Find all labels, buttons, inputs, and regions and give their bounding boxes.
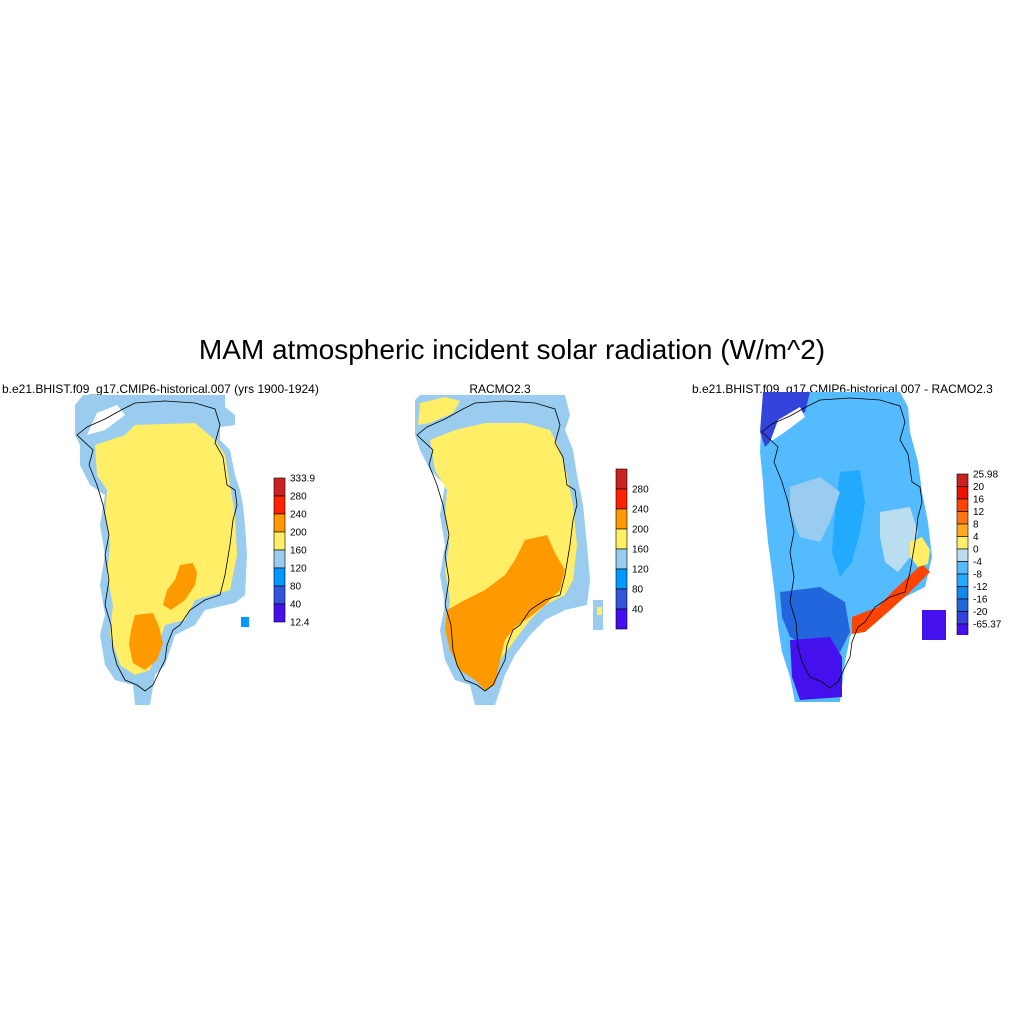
colorbar-swatch (273, 549, 286, 569)
coastline (416, 400, 578, 692)
colorbar-label: 80 (632, 585, 644, 596)
colorbar-label: 0 (973, 545, 979, 556)
colorbar-swatch (273, 531, 286, 551)
coastline (76, 400, 238, 692)
colorbar-label: 160 (632, 545, 649, 556)
colorbar-label: 280 (632, 485, 649, 496)
colorbar-swatch (956, 611, 969, 625)
colorbar-label: 120 (632, 565, 649, 576)
colorbar-label: 8 (973, 520, 979, 531)
colorbar-label: 80 (290, 582, 302, 593)
colorbar-swatch (615, 468, 628, 490)
panel-1-map (75, 395, 249, 705)
colorbar-label: 40 (290, 600, 302, 611)
panel-2-title: RACMO2.3 (469, 382, 531, 396)
colorbar-label: 16 (973, 495, 985, 506)
colorbar-swatch (615, 608, 628, 630)
colorbar-swatch (956, 536, 969, 550)
greenland-fill (75, 395, 249, 705)
colorbar-label: -8 (973, 570, 982, 581)
colorbar-swatch (956, 623, 969, 635)
colorbar-label: -16 (973, 595, 988, 606)
colorbar-label: 25.98 (973, 470, 998, 481)
panel-2-map (415, 395, 603, 705)
colorbar-swatch (956, 473, 969, 487)
colorbar-label: 40 (632, 605, 644, 616)
colorbar-swatch (273, 513, 286, 533)
colorbar-swatch (956, 586, 969, 600)
colorbar-swatch (273, 477, 286, 497)
colorbar-label: -65.37 (973, 620, 1002, 631)
colorbar-label: 12 (973, 507, 985, 518)
colorbar-label: 333.9 (290, 474, 315, 485)
colorbar-label: 12.4 (290, 618, 310, 629)
colorbar-swatch (956, 598, 969, 612)
colorbar-swatch (615, 568, 628, 590)
figure-title: MAM atmospheric incident solar radiation… (198, 334, 826, 365)
colorbar-swatch (273, 567, 286, 587)
colorbar-swatch (956, 548, 969, 562)
colorbar-swatch (956, 498, 969, 512)
colorbar-swatch (615, 528, 628, 550)
colorbar-swatch (956, 523, 969, 537)
colorbar-swatch (956, 573, 969, 587)
panel-1-title: b.e21.BHIST.f09_g17.CMIP6-historical.007… (2, 382, 319, 396)
colorbar-swatch (956, 561, 969, 575)
panel-3-map (760, 392, 946, 702)
coastline (761, 397, 923, 689)
colorbar-swatch (615, 508, 628, 530)
colorbar-label: 4 (973, 532, 979, 543)
colorbar-label: -4 (973, 557, 982, 568)
colorbar-label: 20 (973, 482, 985, 493)
colorbar-swatch (273, 495, 286, 515)
colorbar-label: 200 (632, 525, 649, 536)
colorbar-swatch (956, 486, 969, 500)
colorbar-label: 200 (290, 528, 307, 539)
colorbar-label: 240 (290, 510, 307, 521)
colorbar-label: 160 (290, 546, 307, 557)
colorbar-label: 240 (632, 505, 649, 516)
colorbar-swatch (615, 588, 628, 610)
colorbar-swatch (615, 488, 628, 510)
colorbar-swatch (956, 511, 969, 525)
greenland-fill (415, 395, 603, 705)
colorbar-label: 280 (290, 492, 307, 503)
colorbar-swatch (615, 548, 628, 570)
greenland-fill (760, 392, 946, 702)
colorbar-swatch (273, 603, 286, 623)
panel-1-colorbar: 333.9 280 240 200 160 120 80 40 12.4 (273, 474, 315, 629)
panel-2-colorbar: 280 240 200 160 120 80 40 (615, 468, 649, 630)
colorbar-swatch (273, 585, 286, 605)
colorbar-label: -20 (973, 607, 988, 618)
colorbar-label: 120 (290, 564, 307, 575)
colorbar-label: -12 (973, 582, 988, 593)
